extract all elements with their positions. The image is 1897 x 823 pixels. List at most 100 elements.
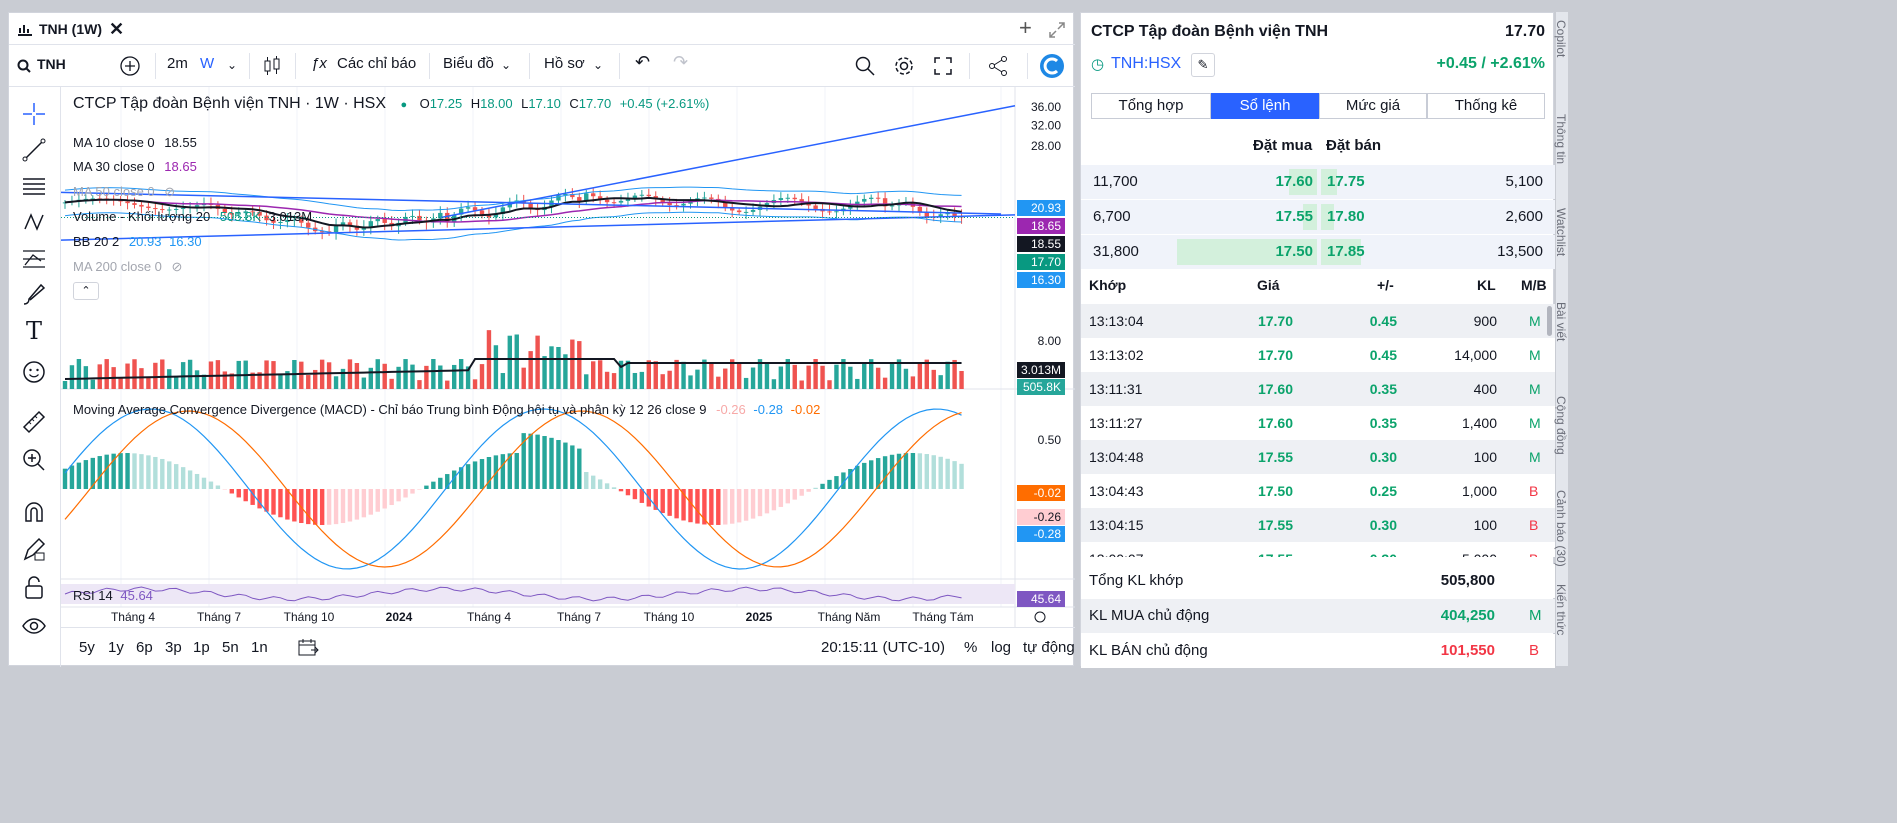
interval-button[interactable]: 2m: [167, 55, 188, 72]
lock-pencil-icon[interactable]: [21, 537, 47, 563]
undo-icon[interactable]: ↶: [635, 52, 651, 72]
trend-line-icon[interactable]: [21, 137, 47, 163]
book-row[interactable]: 31,800 17.50 17.85 13,500: [1081, 235, 1555, 269]
trade-row[interactable]: 13:13:02 17.70 0.45 14,000 M: [1081, 338, 1555, 372]
macd-bar: [556, 440, 561, 489]
trade-row[interactable]: 13:04:15 17.55 0.30 100 B: [1081, 508, 1555, 542]
legend-rsi[interactable]: RSI 14 45.64: [73, 588, 153, 603]
eye-icon[interactable]: [21, 613, 47, 639]
hidden-eye-icon[interactable]: ⊘: [164, 184, 176, 199]
share-icon[interactable]: [987, 55, 1009, 77]
percent-toggle[interactable]: %: [964, 639, 978, 656]
chart-type-button[interactable]: Biểu đồ: [443, 55, 494, 72]
gear-icon[interactable]: [893, 55, 915, 77]
compare-add-icon[interactable]: [119, 55, 141, 77]
tab-1[interactable]: Sổ lệnh: [1211, 93, 1319, 119]
legend-macd[interactable]: Moving Average Convergence Divergence (M…: [73, 402, 820, 417]
legend-ma200[interactable]: MA 200 close 0 ⊘: [73, 259, 182, 275]
crosshair-icon[interactable]: [21, 101, 47, 127]
indicators-button[interactable]: Các chỉ báo: [337, 55, 417, 72]
trade-row[interactable]: 13:00:07 17.55 0.30 5,000 B: [1081, 542, 1555, 557]
range-button-1y[interactable]: 1y: [108, 639, 124, 656]
right-rail-item[interactable]: Thông tin: [1554, 114, 1568, 165]
legend-volume[interactable]: Volume - Khối lượng 20 505.8K 3.013M: [73, 209, 312, 224]
right-rail-item[interactable]: Kiến thức: [1554, 584, 1568, 636]
magnet-icon[interactable]: [21, 499, 47, 525]
volume-bar: [326, 362, 332, 389]
range-button-1p[interactable]: 1p: [193, 639, 210, 656]
expand-icon[interactable]: [1049, 22, 1065, 38]
lock-icon[interactable]: [21, 575, 47, 601]
text-icon[interactable]: T: [25, 317, 42, 345]
legend-collapse-button[interactable]: ⌃: [73, 282, 99, 300]
indicators-icon[interactable]: ƒx: [311, 55, 327, 72]
profile-button[interactable]: Hồ sơ: [544, 55, 585, 72]
range-button-5n[interactable]: 5n: [222, 639, 239, 656]
legend-ma50[interactable]: MA 50 close 0 ⊘: [73, 184, 175, 200]
tab-2[interactable]: Mức giá: [1319, 93, 1427, 119]
zoom-in-icon[interactable]: [21, 447, 47, 473]
clock-timezone[interactable]: 20:15:11 (UTC-10): [821, 639, 945, 656]
interval-weekly-button[interactable]: W: [200, 55, 215, 72]
replay-search-icon[interactable]: [854, 55, 876, 77]
close-icon[interactable]: ✕: [109, 19, 125, 39]
candle-body: [340, 222, 346, 226]
tab-3[interactable]: Thống kê: [1427, 93, 1545, 119]
log-toggle[interactable]: log: [991, 639, 1012, 656]
fullscreen-icon[interactable]: [933, 56, 953, 76]
time-axis-label: Tháng 7: [557, 610, 601, 624]
legend-bb[interactable]: BB 20 2 20.93 16.30: [73, 234, 202, 249]
trade-row[interactable]: 13:04:43 17.50 0.25 1,000 B: [1081, 474, 1555, 508]
chevron-down-icon[interactable]: ⌄: [501, 58, 512, 72]
search-icon[interactable]: [17, 59, 31, 73]
macd-bar: [354, 489, 360, 520]
range-button-1n[interactable]: 1n: [251, 639, 268, 656]
trade-row[interactable]: 13:13:04 17.70 0.45 900 M: [1081, 304, 1555, 338]
legend-ma30[interactable]: MA 30 close 0 18.65: [73, 159, 197, 174]
trade-row[interactable]: 13:04:48 17.55 0.30 100 M: [1081, 440, 1555, 474]
edit-icon[interactable]: ✎: [1191, 53, 1215, 77]
legend-row-main: CTCP Tập đoàn Bệnh viện TNH · 1W · HSX ●…: [73, 95, 709, 113]
auto-scale-toggle[interactable]: tự động: [1023, 639, 1075, 656]
tab-0[interactable]: Tổng hợp: [1091, 93, 1211, 119]
redo-icon[interactable]: ↷: [673, 52, 689, 72]
symbol-search[interactable]: TNH: [37, 56, 66, 72]
range-button-3p[interactable]: 3p: [165, 639, 182, 656]
right-rail-item[interactable]: Bài viết: [1554, 302, 1568, 342]
goto-date-icon[interactable]: [297, 638, 319, 658]
trades-scrollbar[interactable]: [1547, 306, 1552, 336]
chevron-down-icon[interactable]: ⌄: [227, 58, 238, 72]
candlestick-icon[interactable]: [263, 55, 281, 77]
trade-row[interactable]: 13:11:27 17.60 0.35 1,400 M: [1081, 406, 1555, 440]
axis-settings-icon[interactable]: [1034, 611, 1046, 623]
candle-body: [90, 198, 95, 200]
book-row[interactable]: 11,700 17.60 17.75 5,100: [1081, 165, 1555, 199]
hidden-eye-icon[interactable]: ⊘: [171, 259, 183, 274]
macd-bar: [347, 489, 353, 522]
pattern-icon[interactable]: [21, 209, 47, 235]
add-icon[interactable]: +: [1019, 15, 1032, 40]
brush-icon[interactable]: [21, 281, 47, 307]
right-rail-item[interactable]: Copilot: [1554, 20, 1568, 58]
right-rail-item[interactable]: Watchlist: [1554, 208, 1568, 257]
projection-icon[interactable]: [21, 245, 47, 271]
right-rail-item[interactable]: Cảnh báo (30): [1554, 490, 1568, 567]
brand-logo-icon[interactable]: [1039, 53, 1065, 79]
right-rail-item[interactable]: Cộng đồng: [1554, 396, 1568, 455]
volume-bar: [924, 359, 929, 389]
chevron-down-icon[interactable]: ⌄: [593, 58, 604, 72]
trades-list[interactable]: 13:13:04 17.70 0.45 900 M 13:13:02 17.70 0.45 14…: [1081, 304, 1555, 557]
ruler-icon[interactable]: [21, 409, 47, 435]
horizontal-lines-icon[interactable]: [21, 173, 47, 199]
volume-bar: [97, 364, 102, 389]
legend-ma10[interactable]: MA 10 close 0 18.55: [73, 135, 197, 150]
volume-bar: [869, 359, 874, 389]
range-button-5y[interactable]: 5y: [79, 639, 95, 656]
book-row[interactable]: 6,700 17.55 17.80 2,600: [1081, 200, 1555, 234]
trade-row[interactable]: 13:11:31 17.60 0.35 400 M: [1081, 372, 1555, 406]
range-button-6p[interactable]: 6p: [136, 639, 153, 656]
emoji-icon[interactable]: [21, 359, 47, 385]
ticker-link[interactable]: TNH:HSX: [1111, 55, 1182, 72]
